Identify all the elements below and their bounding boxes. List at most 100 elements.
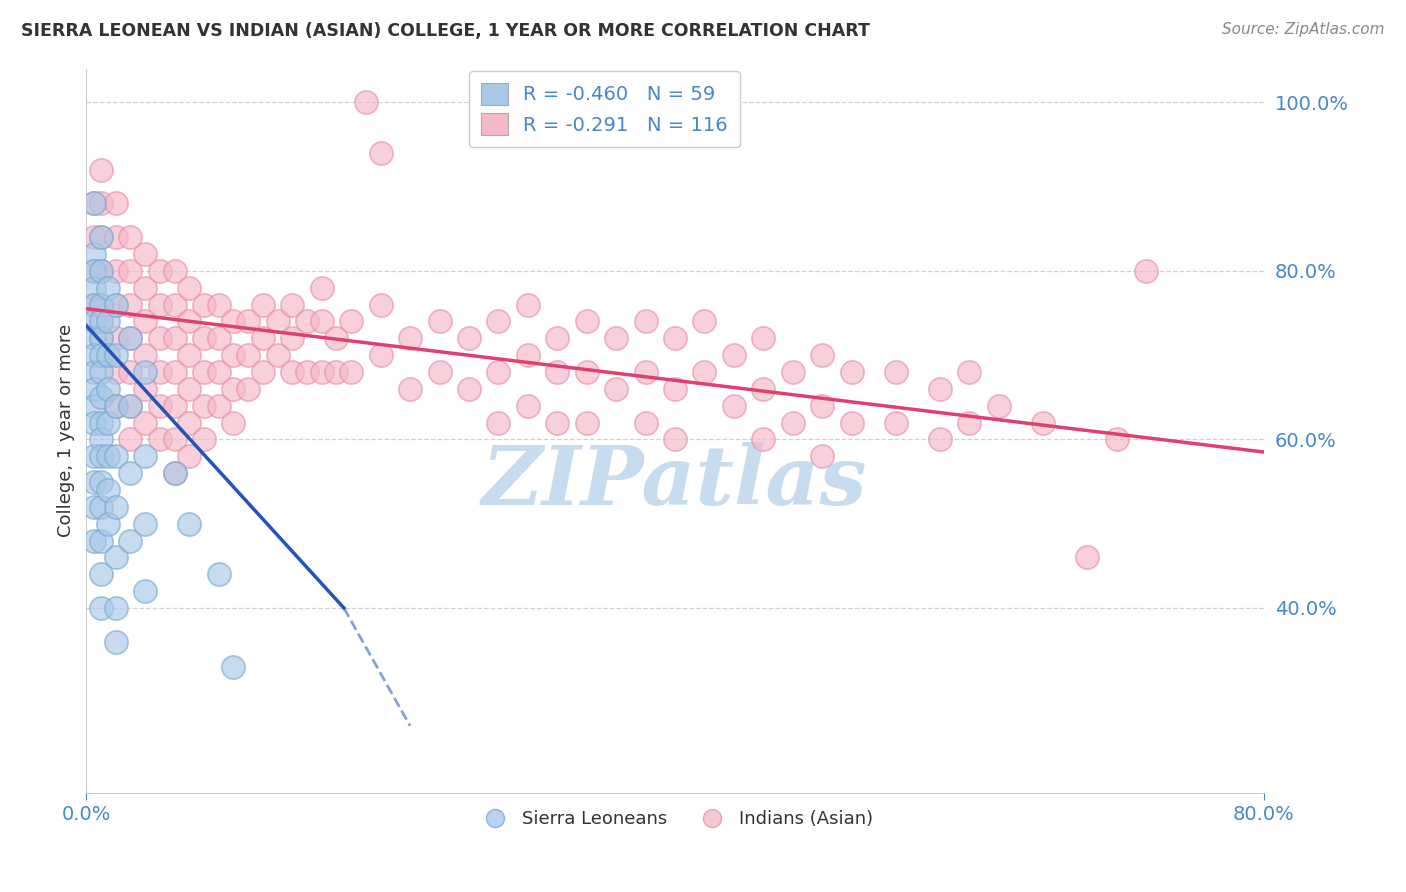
Point — [208, 331, 231, 345]
Point — [957, 365, 980, 379]
Point — [370, 145, 392, 160]
Point — [516, 348, 538, 362]
Point — [134, 280, 156, 294]
Point — [723, 399, 745, 413]
Point — [104, 399, 127, 413]
Point — [90, 416, 112, 430]
Point — [179, 516, 201, 531]
Point — [104, 601, 127, 615]
Point — [811, 399, 834, 413]
Point — [1076, 550, 1098, 565]
Point — [104, 449, 127, 463]
Point — [104, 550, 127, 565]
Point — [104, 297, 127, 311]
Point — [693, 365, 716, 379]
Point — [1135, 264, 1157, 278]
Point — [222, 382, 245, 396]
Point — [340, 365, 363, 379]
Point — [486, 314, 509, 328]
Point — [238, 314, 260, 328]
Point — [458, 331, 481, 345]
Point — [104, 264, 127, 278]
Point — [752, 382, 775, 396]
Point — [90, 365, 112, 379]
Point — [222, 314, 245, 328]
Point — [163, 466, 186, 480]
Point — [266, 348, 288, 362]
Point — [575, 314, 598, 328]
Point — [104, 399, 127, 413]
Point — [120, 297, 142, 311]
Point — [97, 449, 120, 463]
Point — [90, 230, 112, 244]
Point — [120, 331, 142, 345]
Point — [83, 348, 105, 362]
Point — [90, 314, 112, 328]
Point — [163, 399, 186, 413]
Point — [90, 331, 112, 345]
Point — [90, 264, 112, 278]
Point — [97, 314, 120, 328]
Point — [884, 365, 907, 379]
Point — [811, 449, 834, 463]
Point — [752, 433, 775, 447]
Point — [281, 297, 304, 311]
Point — [134, 365, 156, 379]
Point — [311, 280, 333, 294]
Point — [354, 95, 377, 110]
Point — [664, 433, 686, 447]
Point — [546, 331, 568, 345]
Point — [222, 348, 245, 362]
Point — [120, 533, 142, 548]
Point — [149, 297, 172, 311]
Point — [370, 348, 392, 362]
Point — [83, 331, 105, 345]
Point — [134, 314, 156, 328]
Point — [429, 365, 451, 379]
Text: Source: ZipAtlas.com: Source: ZipAtlas.com — [1222, 22, 1385, 37]
Point — [83, 399, 105, 413]
Point — [104, 348, 127, 362]
Point — [1032, 416, 1054, 430]
Point — [134, 516, 156, 531]
Point — [97, 416, 120, 430]
Point — [90, 433, 112, 447]
Point — [281, 365, 304, 379]
Point — [399, 382, 422, 396]
Point — [90, 533, 112, 548]
Point — [90, 567, 112, 582]
Point — [149, 399, 172, 413]
Point — [90, 449, 112, 463]
Point — [90, 390, 112, 404]
Point — [149, 433, 172, 447]
Point — [90, 162, 112, 177]
Point — [120, 466, 142, 480]
Point — [295, 314, 318, 328]
Point — [90, 297, 112, 311]
Point — [83, 196, 105, 211]
Point — [399, 331, 422, 345]
Point — [193, 433, 215, 447]
Point — [104, 500, 127, 514]
Point — [782, 365, 804, 379]
Point — [120, 433, 142, 447]
Point — [83, 297, 105, 311]
Point — [311, 314, 333, 328]
Point — [486, 365, 509, 379]
Point — [90, 475, 112, 489]
Point — [486, 416, 509, 430]
Point — [90, 500, 112, 514]
Point — [90, 331, 112, 345]
Point — [841, 365, 863, 379]
Point — [664, 382, 686, 396]
Point — [238, 348, 260, 362]
Point — [575, 365, 598, 379]
Point — [120, 399, 142, 413]
Point — [83, 280, 105, 294]
Point — [458, 382, 481, 396]
Point — [723, 348, 745, 362]
Point — [83, 297, 105, 311]
Point — [634, 365, 657, 379]
Point — [179, 348, 201, 362]
Point — [83, 264, 105, 278]
